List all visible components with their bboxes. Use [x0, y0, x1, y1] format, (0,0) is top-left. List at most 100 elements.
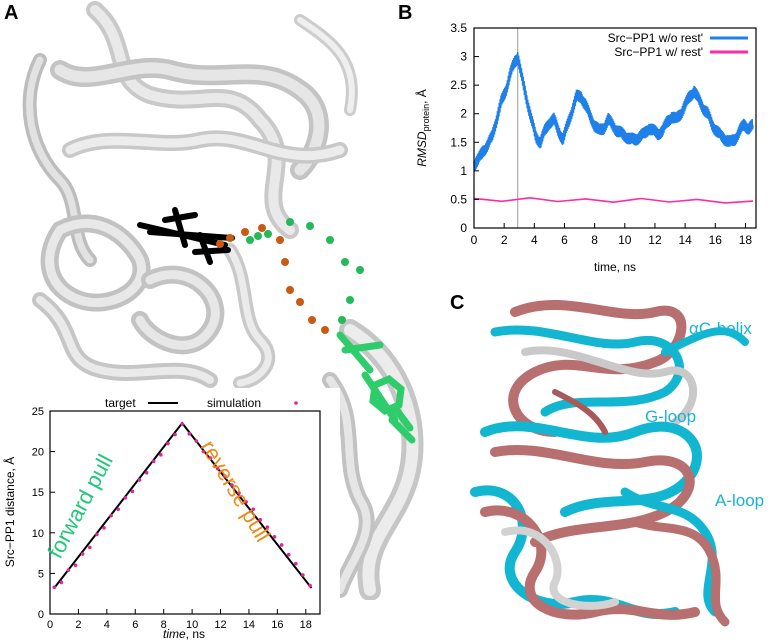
label-g-loop: G-loop: [645, 407, 696, 426]
simulation-point: [73, 563, 78, 568]
x-tick-label: 6: [561, 233, 568, 247]
x-tick-label: 4: [104, 619, 110, 631]
panel-c-structure: αC-helix G-loop A-loop: [470, 300, 764, 627]
simulation-point: [237, 491, 241, 495]
y-tick-label: 1: [460, 164, 467, 178]
y-tick-label: 5: [38, 568, 44, 580]
simulation-point: [66, 568, 71, 572]
simulation-point: [251, 507, 256, 512]
panel-label-b: B: [398, 2, 413, 24]
chart-a-background: [0, 388, 340, 642]
simulation-point: [102, 526, 106, 530]
x-tick-label: 16: [709, 233, 723, 247]
simulation-point: [59, 580, 64, 585]
simulation-point: [109, 513, 113, 518]
chart-b-ylabel-italic: RMSD: [415, 131, 429, 167]
x-tick-label: 8: [591, 233, 598, 247]
simulation-point: [308, 583, 312, 588]
y-tick-label: 25: [32, 406, 44, 418]
chart-b-ylabel-sub: protein: [421, 104, 431, 132]
simulation-point: [230, 483, 234, 487]
chart-b-frame: [473, 27, 757, 229]
label-ac-helix: αC-helix: [689, 319, 752, 338]
bound-ligand: [137, 207, 235, 265]
y-tick-label: 15: [32, 487, 44, 499]
simulation-point: [222, 474, 227, 478]
y-tick-label: 3: [460, 50, 467, 64]
chart-b-ylabel: RMSDprotein, Å: [414, 89, 431, 167]
y-tick-label: 1.5: [450, 135, 467, 149]
x-tick-label: 4: [531, 233, 538, 247]
simulation-point: [201, 449, 206, 454]
panel-b-chart: 0 2 4 6 8 10 12 14 16 18 0 0.5 1 1.5 2 2.5 3 3.5 Src−PP1 …: [414, 21, 757, 274]
simulation-point: [52, 585, 57, 590]
simulation-point: [166, 441, 170, 446]
chart-a-xlabel-italic: time: [163, 627, 186, 641]
y-tick-label: 2: [460, 107, 467, 121]
simulation-point: [279, 543, 284, 547]
x-tick-label: 10: [618, 233, 632, 247]
chart-b-ylabel-rest: , Å: [414, 89, 429, 104]
legend-simulation-label: simulation: [207, 396, 261, 410]
y-tick-label: 20: [32, 447, 44, 459]
series-wo-rest-line: [473, 51, 754, 172]
panel-a-chart: 0 2 4 6 8 10 12 14 16 18 0 5 10 15 20 25 target simulat…: [0, 388, 340, 642]
y-tick-label: 3.5: [450, 21, 467, 35]
chart-a-frame: [49, 410, 321, 615]
y-tick-label: 10: [32, 528, 44, 540]
legend-simulation-swatch: [294, 401, 298, 405]
simulation-point: [194, 439, 199, 443]
aligned-ribbons: [470, 300, 749, 627]
simulation-point: [215, 466, 220, 471]
legend-target-label: target: [105, 396, 136, 410]
x-tick-label: 18: [300, 619, 312, 631]
x-tick-label: 6: [132, 619, 138, 631]
simulation-point: [130, 489, 135, 494]
simulation-point: [151, 459, 156, 464]
simulation-point: [286, 552, 291, 557]
simulation-point: [144, 470, 149, 475]
chart-a-ylabel: Src−PP1 distance, Å: [2, 457, 17, 567]
legend-w-label: Src−PP1 w/ rest': [614, 45, 703, 59]
simulation-point: [95, 532, 99, 537]
simulation-point: [208, 456, 213, 460]
x-tick-label: 10: [186, 619, 198, 631]
simulation-point: [137, 478, 142, 482]
x-tick-label: 18: [739, 233, 753, 247]
chart-a-xlabel: time, ns: [163, 627, 205, 641]
chart-a-xlabel-rest: , ns: [186, 627, 205, 641]
pull-path-dots-orange: [216, 224, 329, 334]
x-tick-label: 14: [678, 233, 692, 247]
simulation-point: [244, 500, 248, 504]
y-tick-label: 0: [460, 221, 467, 235]
x-tick-label: 14: [243, 619, 255, 631]
simulation-point: [258, 518, 263, 522]
panel-label-a: A: [4, 2, 19, 24]
x-tick-label: 2: [501, 233, 508, 247]
simulation-point: [265, 525, 270, 529]
simulation-point: [272, 535, 277, 539]
pull-path-dots-green: [246, 218, 364, 324]
x-tick-label: 8: [161, 619, 167, 631]
simulation-point: [301, 573, 305, 577]
legend-wo-label: Src−PP1 w/o rest': [608, 31, 703, 45]
x-tick-label: 12: [214, 619, 226, 631]
label-a-loop: A-loop: [715, 491, 764, 510]
simulation-point: [80, 552, 85, 556]
y-tick-label: 2.5: [450, 78, 467, 92]
x-tick-label: 0: [471, 233, 478, 247]
simulation-point: [173, 432, 177, 437]
simulation-point: [159, 453, 163, 457]
pulled-ligand: [336, 331, 416, 444]
simulation-point: [187, 431, 192, 436]
x-tick-label: 2: [75, 619, 81, 631]
series-w-rest-line: [473, 196, 754, 204]
y-tick-label: 0.5: [450, 192, 467, 206]
simulation-point: [294, 561, 298, 566]
simulation-point: [123, 496, 128, 500]
chart-b-xlabel: time, ns: [594, 260, 636, 274]
panel-label-c: C: [450, 292, 465, 314]
simulation-point: [180, 422, 184, 426]
simulation-point: [116, 507, 121, 512]
panel-a-structure: [22, 1, 424, 600]
